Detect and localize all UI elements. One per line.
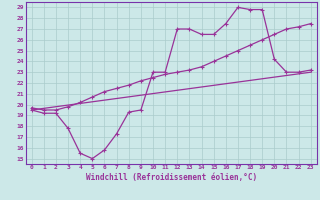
X-axis label: Windchill (Refroidissement éolien,°C): Windchill (Refroidissement éolien,°C) [86,173,257,182]
